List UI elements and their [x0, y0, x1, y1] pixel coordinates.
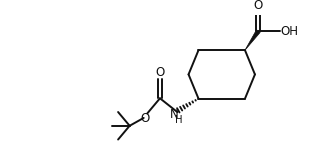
Text: O: O: [155, 66, 165, 79]
Polygon shape: [245, 30, 260, 50]
Text: H: H: [175, 115, 182, 125]
Text: OH: OH: [281, 25, 299, 38]
Text: O: O: [140, 112, 149, 125]
Text: O: O: [254, 0, 263, 12]
Text: N: N: [169, 108, 178, 121]
